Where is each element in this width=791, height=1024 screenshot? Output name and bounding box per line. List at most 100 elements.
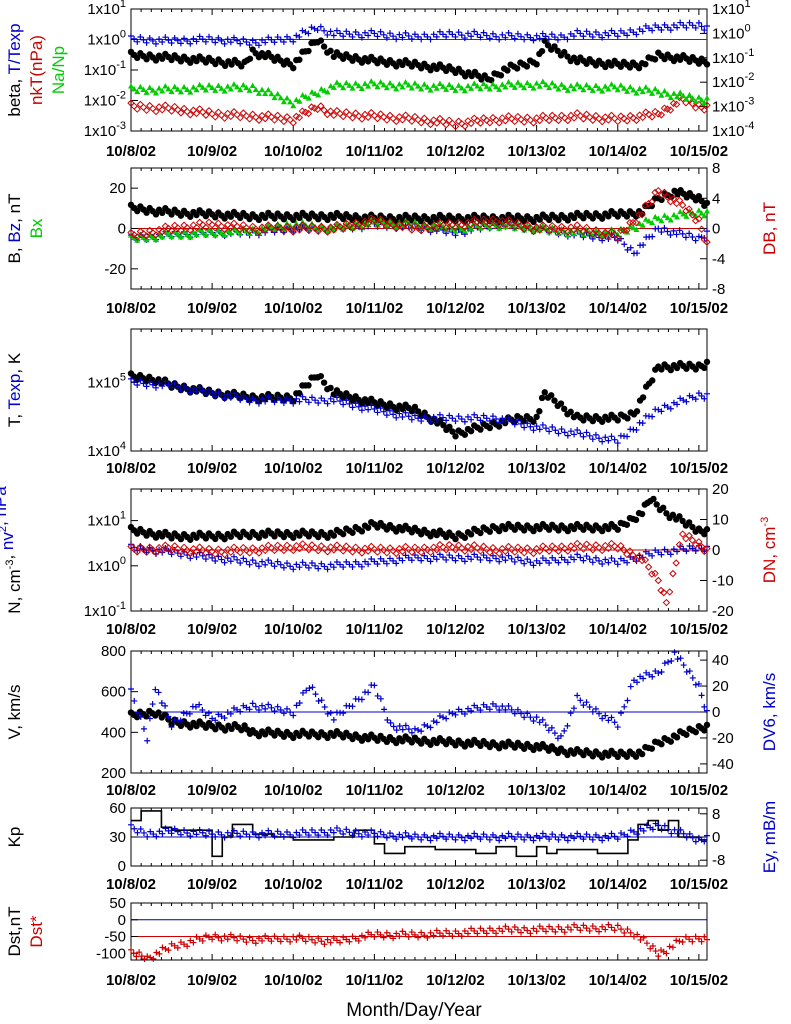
data-point <box>582 540 591 548</box>
data-point <box>499 81 506 87</box>
data-point <box>296 33 303 40</box>
x-tick-label: 10/13/02 <box>507 782 565 799</box>
data-point <box>174 86 181 92</box>
data-point <box>661 212 668 218</box>
data-point <box>255 400 262 407</box>
data-point <box>221 40 228 47</box>
data-point <box>686 230 693 237</box>
data-point <box>471 702 478 709</box>
data-point <box>143 383 150 390</box>
data-point <box>518 834 525 840</box>
data-point <box>390 33 397 40</box>
data-point <box>689 834 696 841</box>
data-point <box>339 55 347 62</box>
data-point <box>498 114 507 122</box>
data-point <box>383 560 390 567</box>
series-nkt <box>127 93 711 131</box>
data-point <box>449 415 456 422</box>
data-point <box>271 226 278 232</box>
data-point <box>212 717 219 724</box>
data-point <box>486 743 494 751</box>
data-point <box>539 925 546 932</box>
data-point <box>152 107 160 116</box>
data-point <box>399 83 406 90</box>
data-point <box>665 588 674 596</box>
tick-base: 1x10 <box>87 558 120 575</box>
data-point <box>304 109 313 118</box>
y2-tick-label: 20 <box>712 481 729 498</box>
data-point <box>133 376 141 383</box>
data-point <box>580 836 587 843</box>
data-point <box>605 86 612 92</box>
data-point <box>467 545 475 554</box>
x-tick-label: 10/8/02 <box>106 782 156 799</box>
data-point <box>421 932 428 939</box>
data-point <box>165 37 172 44</box>
data-point <box>152 90 159 96</box>
data-point <box>552 227 559 233</box>
data-point <box>424 84 431 90</box>
y2-tick-label: -4 <box>712 251 725 268</box>
data-point <box>533 413 540 421</box>
axis-label-part: , <box>0 550 17 559</box>
tick-exponent: -3 <box>745 96 755 108</box>
data-point <box>330 716 337 723</box>
data-point <box>529 227 538 236</box>
data-point <box>168 940 175 947</box>
tick-base: 1x10 <box>84 603 117 620</box>
data-point <box>418 929 425 936</box>
data-point <box>508 32 515 39</box>
axis-label-part: Dst,nT <box>5 906 24 956</box>
data-point <box>362 829 369 836</box>
data-point <box>234 556 241 563</box>
data-point <box>630 933 637 940</box>
data-point <box>299 393 306 400</box>
data-point <box>312 939 319 946</box>
data-point <box>405 726 412 733</box>
data-point <box>514 831 521 838</box>
data-point <box>698 392 705 399</box>
data-point <box>415 554 422 561</box>
tick-base: 1x10 <box>712 50 745 67</box>
data-point <box>651 188 659 197</box>
data-point <box>536 719 543 726</box>
x-tick-label: 10/14/02 <box>589 876 647 893</box>
data-point <box>174 37 181 44</box>
data-point <box>152 236 159 243</box>
data-point <box>698 96 705 103</box>
data-point <box>551 397 558 404</box>
data-point <box>315 216 322 223</box>
data-point <box>530 717 537 724</box>
y-axis-label: Dst,nT <box>5 906 24 956</box>
y2-axis-label: DN, cm-3 <box>759 517 779 583</box>
data-point <box>533 832 540 839</box>
data-point <box>449 933 456 940</box>
data-point <box>337 82 344 88</box>
data-point <box>290 64 297 72</box>
data-point <box>315 733 322 741</box>
data-point <box>418 86 425 92</box>
data-point <box>697 542 706 551</box>
data-point <box>327 82 334 89</box>
y-axis-label: T, Texp, K <box>5 352 24 427</box>
data-point <box>362 934 369 941</box>
series-b <box>127 187 711 226</box>
data-point <box>149 228 157 237</box>
data-point <box>227 710 234 717</box>
data-point <box>649 233 656 240</box>
data-point <box>442 67 450 75</box>
data-point <box>630 29 637 36</box>
data-point <box>168 830 175 837</box>
data-point <box>683 96 690 102</box>
data-point <box>554 116 563 125</box>
data-point <box>202 535 210 542</box>
data-point <box>186 111 194 119</box>
data-point <box>152 384 159 391</box>
data-point <box>542 81 549 88</box>
axis-label-part: Bx <box>27 218 46 238</box>
data-point <box>471 551 478 558</box>
data-point <box>658 826 665 833</box>
data-point <box>293 702 300 709</box>
data-point <box>433 556 440 563</box>
data-point <box>315 92 322 98</box>
